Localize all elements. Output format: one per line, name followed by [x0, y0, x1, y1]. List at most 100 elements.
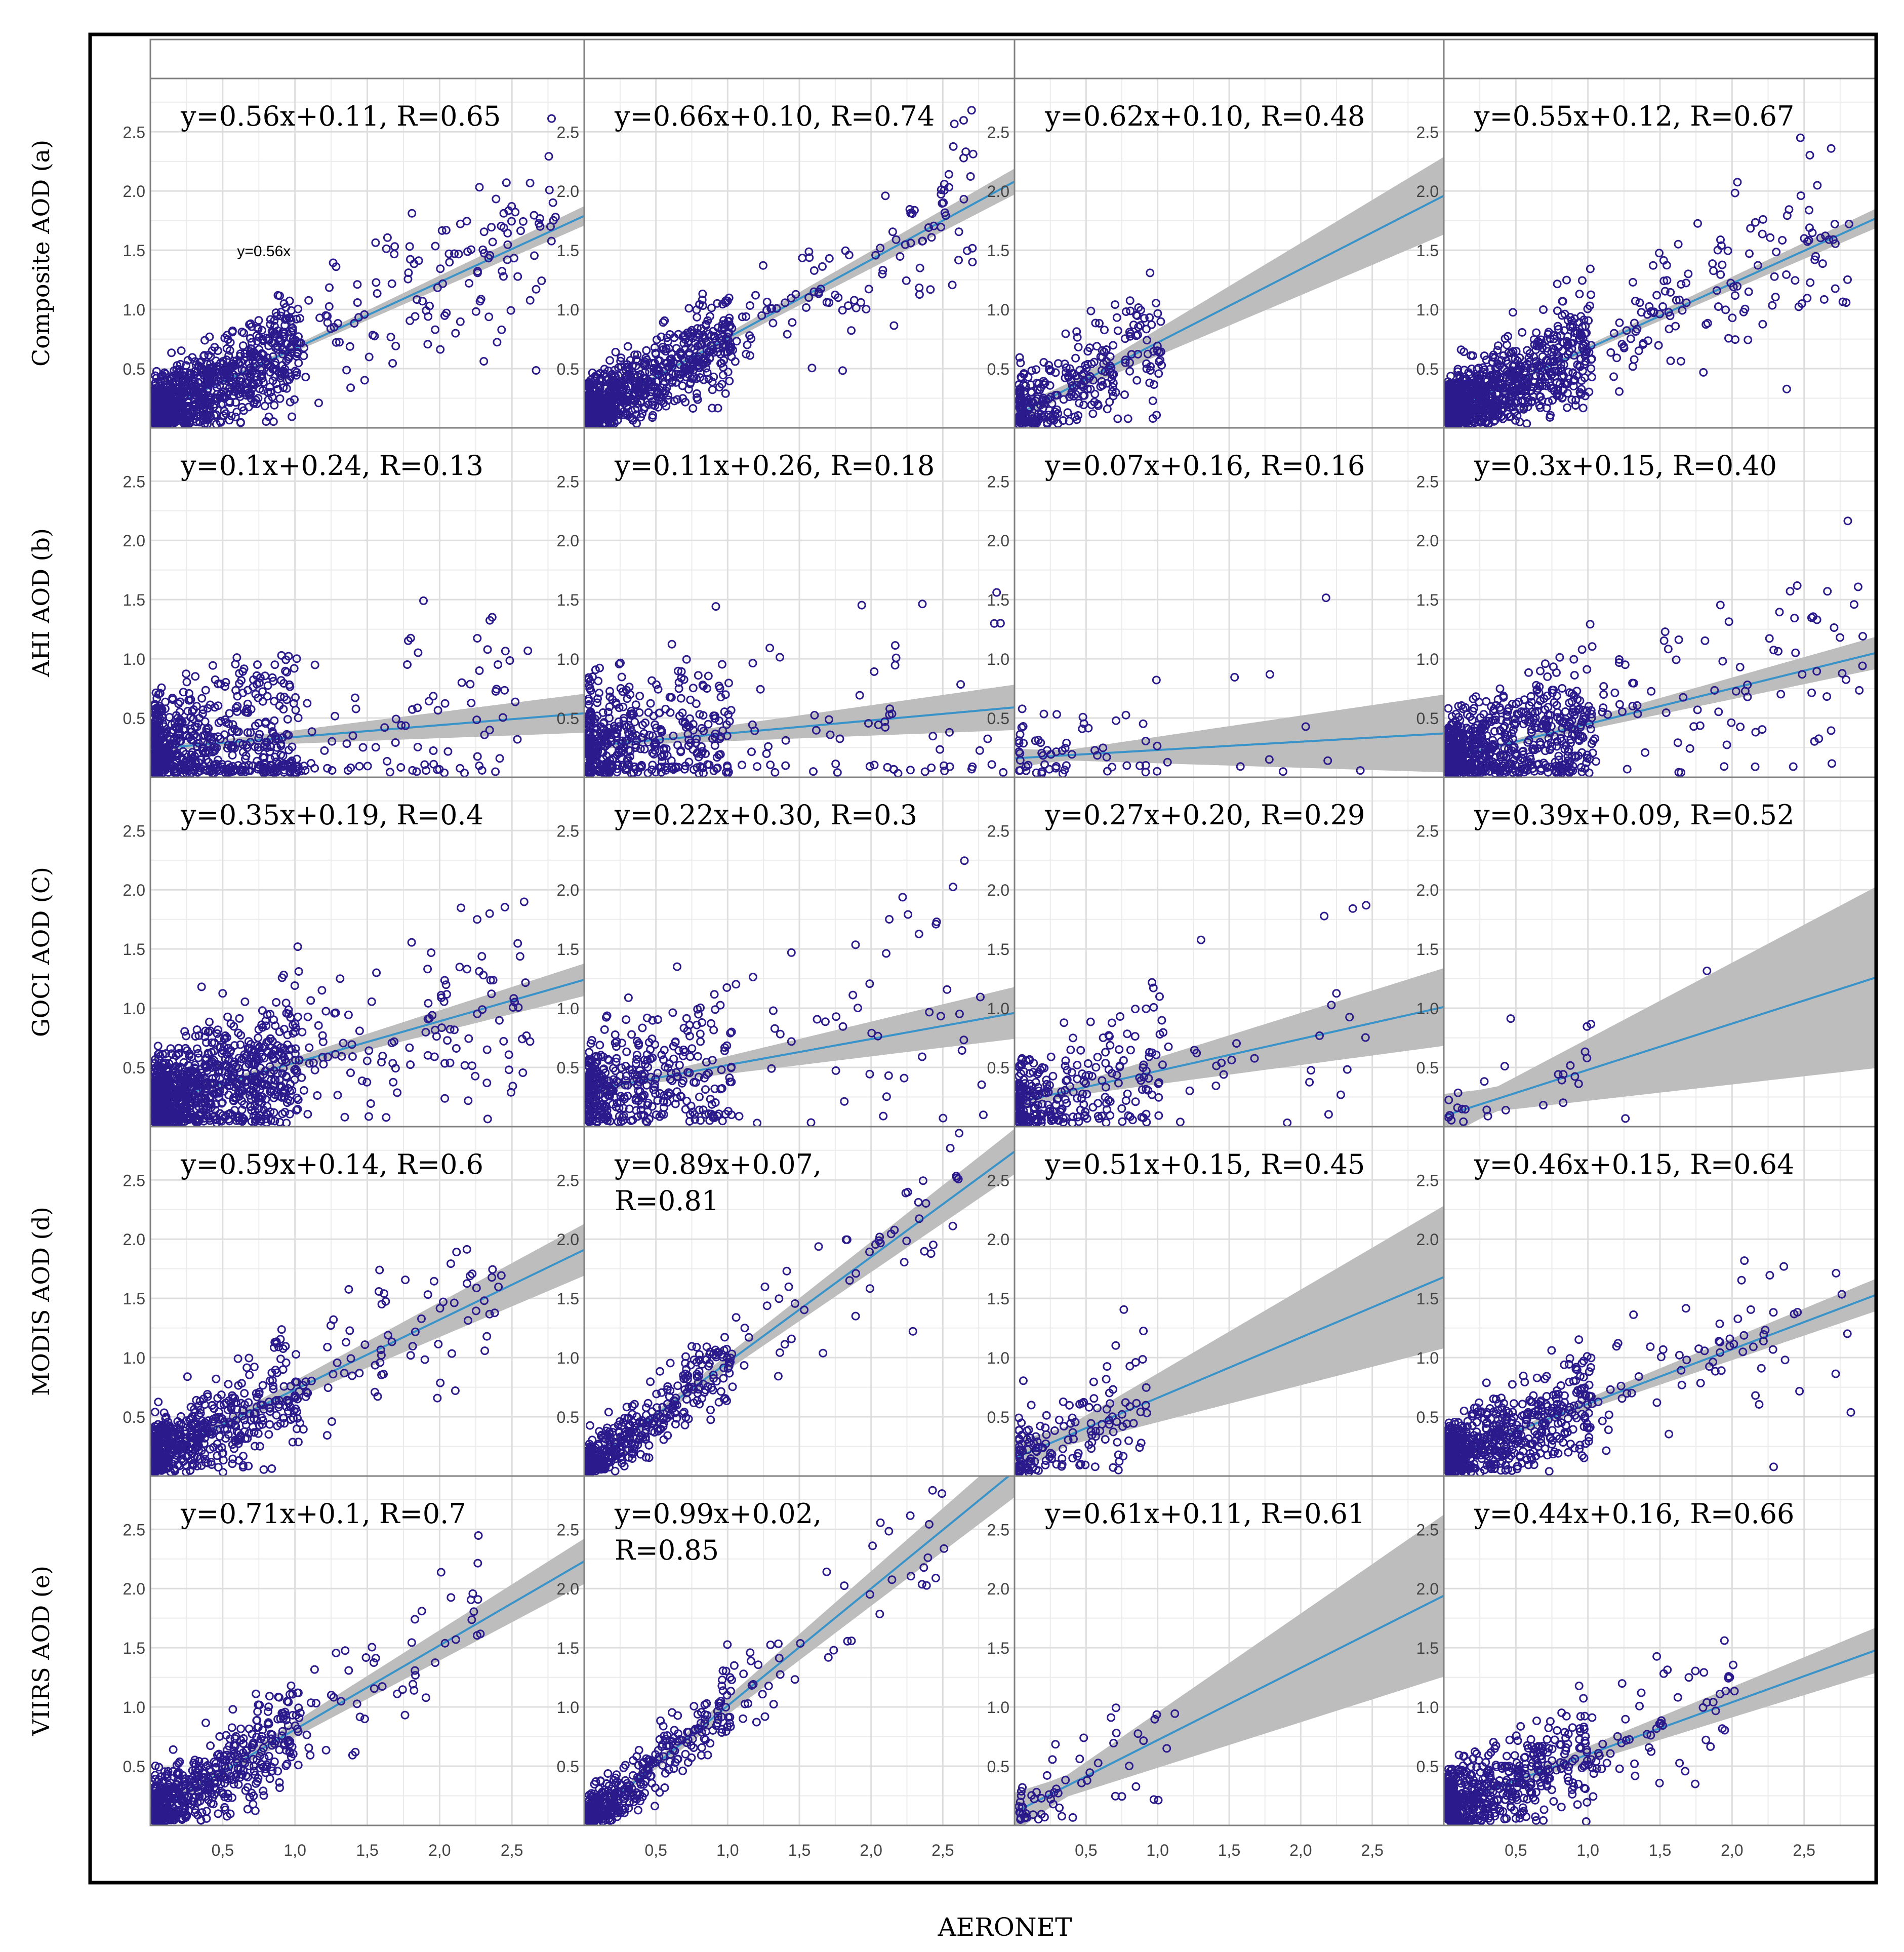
data-point	[1487, 409, 1496, 418]
data-point	[280, 329, 289, 338]
data-point	[1027, 366, 1036, 375]
data-point	[181, 731, 190, 740]
data-point	[718, 342, 727, 351]
data-point	[360, 376, 369, 385]
data-point	[1054, 359, 1063, 368]
confidence-band	[150, 694, 584, 754]
data-point	[746, 351, 754, 360]
data-point	[1478, 363, 1487, 372]
data-point	[1074, 411, 1083, 420]
data-point	[855, 691, 864, 700]
data-point	[467, 698, 476, 707]
data-point	[414, 648, 423, 657]
scatter-series	[1015, 268, 1166, 428]
data-point	[185, 696, 194, 705]
data-point	[1065, 417, 1074, 426]
data-point	[701, 356, 710, 365]
data-point	[408, 209, 417, 218]
data-point	[1652, 291, 1662, 300]
data-point	[413, 742, 422, 751]
data-point	[664, 344, 673, 353]
data-point	[545, 185, 554, 194]
data-point	[632, 731, 641, 740]
data-point	[798, 254, 807, 262]
data-point	[205, 332, 214, 341]
data-point	[665, 363, 674, 372]
data-point	[198, 394, 207, 403]
data-point	[721, 690, 730, 699]
data-point	[1471, 387, 1480, 396]
data-point	[715, 383, 724, 392]
data-point	[504, 206, 513, 215]
data-point	[1133, 350, 1143, 358]
data-point	[1476, 376, 1485, 384]
data-point	[272, 311, 281, 321]
data-point	[1666, 288, 1675, 297]
data-point	[1612, 353, 1622, 363]
data-point	[391, 714, 400, 724]
data-point	[498, 267, 507, 275]
data-point	[403, 636, 413, 645]
data-point	[183, 356, 192, 365]
data-point	[161, 729, 171, 738]
data-point	[328, 737, 337, 746]
data-point	[717, 358, 726, 368]
data-point	[847, 326, 856, 335]
data-point	[628, 414, 637, 423]
data-point	[353, 280, 362, 289]
data-point	[656, 390, 665, 400]
data-point	[927, 233, 936, 242]
data-point	[1572, 329, 1582, 338]
data-point	[1577, 376, 1586, 385]
data-point	[253, 660, 262, 669]
data-point	[788, 318, 797, 327]
data-point	[1829, 235, 1838, 244]
data-point	[1086, 306, 1096, 315]
data-point	[255, 384, 264, 393]
data-point	[396, 763, 406, 772]
data-point	[1071, 353, 1080, 363]
data-point	[270, 716, 279, 725]
data-point	[609, 389, 618, 398]
data-point	[497, 221, 506, 230]
data-point	[150, 737, 159, 746]
data-point	[182, 669, 191, 679]
data-point	[283, 715, 292, 724]
data-point	[705, 761, 714, 769]
data-point	[433, 283, 442, 292]
data-point	[1553, 280, 1562, 289]
data-point	[588, 368, 597, 377]
data-point	[473, 752, 482, 761]
data-point	[1444, 395, 1453, 404]
data-point	[1102, 379, 1111, 388]
data-point	[833, 768, 842, 777]
data-point	[1079, 401, 1088, 410]
data-point	[382, 244, 391, 253]
data-point	[738, 312, 747, 322]
data-point	[605, 702, 614, 711]
data-point	[603, 707, 613, 716]
data-point	[238, 688, 248, 697]
data-point	[1504, 348, 1513, 357]
data-point	[288, 742, 297, 751]
data-point	[1100, 347, 1109, 356]
data-point	[511, 697, 520, 706]
data-point	[688, 404, 698, 413]
data-point	[154, 403, 164, 412]
data-point	[301, 373, 310, 382]
data-point	[1106, 361, 1114, 370]
data-point	[1536, 392, 1545, 401]
scatter-series	[584, 106, 978, 428]
data-point	[373, 289, 382, 298]
regression-line	[150, 712, 584, 750]
data-point	[1693, 219, 1702, 228]
data-point	[640, 390, 649, 399]
data-point	[724, 293, 734, 302]
data-point	[259, 336, 267, 345]
data-point	[694, 352, 703, 361]
data-point	[968, 762, 977, 771]
data-point	[233, 702, 242, 711]
data-point	[286, 313, 295, 323]
data-point	[307, 759, 315, 768]
data-point	[593, 736, 601, 745]
